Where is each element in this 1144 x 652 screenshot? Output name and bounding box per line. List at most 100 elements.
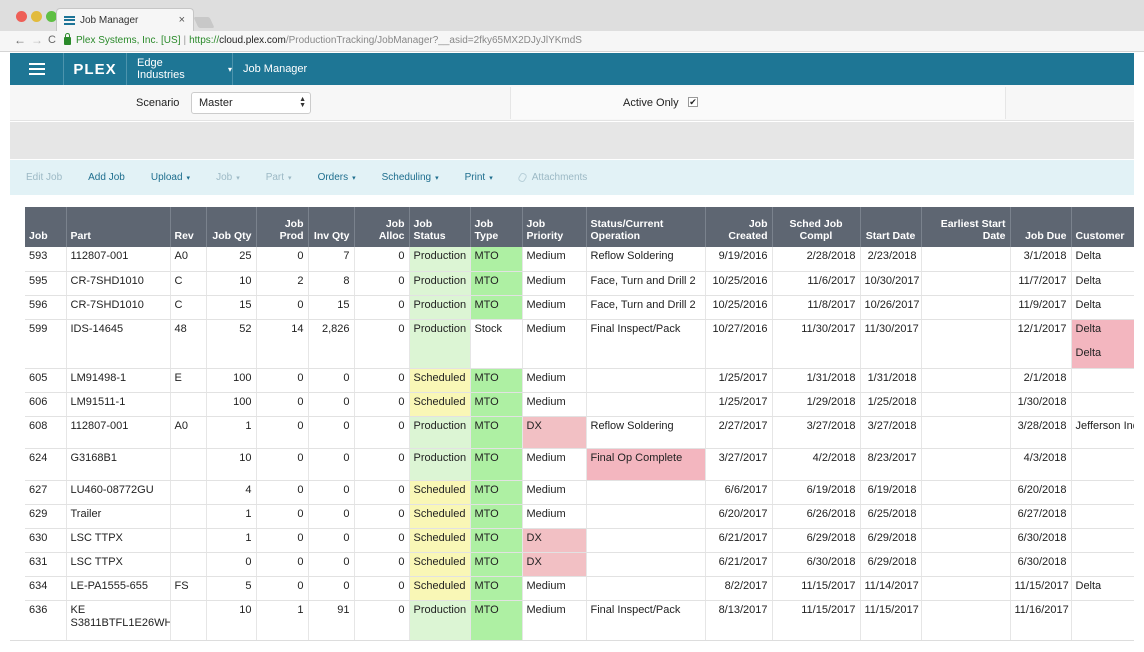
col-header-job-due[interactable]: Job Due (1010, 207, 1072, 247)
cell-priority[interactable]: DX (522, 552, 587, 577)
cell-prod[interactable]: 0 (256, 295, 309, 320)
cell-qty[interactable]: 10 (206, 448, 257, 481)
cell-inv[interactable]: 0 (308, 416, 355, 449)
cell-job[interactable]: 599 (25, 319, 67, 369)
cell-created[interactable]: 6/21/2017 (705, 528, 773, 553)
cell-start[interactable]: 10/30/2017 (860, 271, 922, 296)
cell-status[interactable]: Production (409, 416, 471, 449)
cell-rev[interactable]: C (170, 295, 207, 320)
cell-op[interactable]: Face, Turn and Drill 2 (586, 271, 706, 296)
company-selector[interactable]: Edge Industries ▾ (127, 53, 233, 85)
cell-priority[interactable]: Medium (522, 295, 587, 320)
cell-due[interactable]: 3/28/2018 (1010, 416, 1072, 449)
cell-status[interactable]: Scheduled (409, 368, 471, 393)
cell-inv[interactable]: 0 (308, 528, 355, 553)
col-header-job-prod[interactable]: Job Prod (256, 207, 309, 247)
cell-created[interactable]: 1/25/2017 (705, 392, 773, 417)
col-header-status-operation[interactable]: Status/Current Operation (586, 207, 706, 247)
cell-start[interactable]: 1/31/2018 (860, 368, 922, 393)
cell-inv[interactable]: 0 (308, 552, 355, 577)
cell-inv[interactable]: 2,826 (308, 319, 355, 369)
cell-qty[interactable]: 1 (206, 504, 257, 529)
cell-due[interactable]: 12/1/2017 (1010, 319, 1072, 369)
cell-job[interactable]: 593 (25, 247, 67, 272)
cell-inv[interactable]: 15 (308, 295, 355, 320)
cell-job[interactable]: 595 (25, 271, 67, 296)
cell-customer[interactable] (1071, 368, 1134, 393)
cell-part[interactable]: G3168B1 (66, 448, 171, 481)
col-header-sched-compl[interactable]: Sched Job Compl (772, 207, 861, 247)
cell-alloc[interactable]: 0 (354, 552, 410, 577)
minimize-window-button[interactable] (31, 11, 42, 22)
cell-compl[interactable]: 6/19/2018 (772, 480, 861, 505)
col-header-job[interactable]: Job (25, 207, 67, 247)
cell-earliest[interactable] (921, 504, 1011, 529)
forward-arrow-icon[interactable]: → (31, 33, 43, 47)
cell-due[interactable]: 11/15/2017 (1010, 576, 1072, 601)
cell-due[interactable]: 1/30/2018 (1010, 392, 1072, 417)
cell-start[interactable]: 6/25/2018 (860, 504, 922, 529)
cell-priority[interactable]: Medium (522, 368, 587, 393)
cell-qty[interactable]: 15 (206, 295, 257, 320)
cell-priority[interactable]: Medium (522, 480, 587, 505)
cell-part[interactable]: CR-7SHD1010 (66, 271, 171, 296)
cell-compl[interactable]: 11/15/2017 (772, 576, 861, 601)
cell-customer[interactable]: Delta Delta (1071, 319, 1134, 369)
cell-part[interactable]: IDS-14645 (66, 319, 171, 369)
cell-compl[interactable]: 11/15/2017 (772, 600, 861, 640)
cell-job[interactable]: 631 (25, 552, 67, 577)
cell-prod[interactable]: 1 (256, 600, 309, 640)
cell-status[interactable]: Production (409, 319, 471, 369)
table-row[interactable]: 636 KE S3811BTFL1E26WH 10 1 91 0 Production MTO… (25, 600, 1134, 640)
cell-customer[interactable] (1071, 528, 1134, 553)
cell-created[interactable]: 10/25/2016 (705, 271, 773, 296)
cell-type[interactable]: MTO (470, 448, 523, 481)
cell-created[interactable]: 9/19/2016 (705, 247, 773, 272)
cell-qty[interactable]: 0 (206, 552, 257, 577)
cell-customer[interactable] (1071, 448, 1134, 481)
cell-status[interactable]: Scheduled (409, 480, 471, 505)
cell-earliest[interactable] (921, 528, 1011, 553)
cell-rev[interactable]: 48 (170, 319, 207, 369)
table-row[interactable]: 627 LU460-08772GU 4 0 0 0 Scheduled MTO Medium 6/… (25, 480, 1134, 505)
orders-menu[interactable]: Orders ▾ (318, 172, 356, 183)
cell-due[interactable]: 2/1/2018 (1010, 368, 1072, 393)
cell-prod[interactable]: 2 (256, 271, 309, 296)
cell-status[interactable]: Scheduled (409, 552, 471, 577)
cell-job[interactable]: 630 (25, 528, 67, 553)
cell-alloc[interactable]: 0 (354, 392, 410, 417)
cell-due[interactable]: 11/16/2017 (1010, 600, 1072, 640)
cell-qty[interactable]: 5 (206, 576, 257, 601)
cell-alloc[interactable]: 0 (354, 480, 410, 505)
cell-alloc[interactable]: 0 (354, 368, 410, 393)
cell-priority[interactable]: Medium (522, 392, 587, 417)
cell-rev[interactable]: C (170, 271, 207, 296)
cell-rev[interactable]: A0 (170, 416, 207, 449)
cell-part[interactable]: CR-7SHD1010 (66, 295, 171, 320)
col-header-part[interactable]: Part (66, 207, 171, 247)
scheduling-menu[interactable]: Scheduling ▾ (382, 172, 439, 183)
cell-inv[interactable]: 0 (308, 368, 355, 393)
part-menu[interactable]: Part ▾ (266, 172, 292, 183)
cell-earliest[interactable] (921, 247, 1011, 272)
cell-alloc[interactable]: 0 (354, 504, 410, 529)
table-row[interactable]: 634 LE-PA1555-655 FS 5 0 0 0 Scheduled MTO Medium… (25, 576, 1134, 601)
cell-inv[interactable]: 0 (308, 504, 355, 529)
cell-qty[interactable]: 10 (206, 271, 257, 296)
cell-customer[interactable]: Delta (1071, 271, 1134, 296)
cell-job[interactable]: 636 (25, 600, 67, 640)
cell-part[interactable]: LM91498-1 (66, 368, 171, 393)
cell-status[interactable]: Production (409, 295, 471, 320)
cell-start[interactable]: 11/15/2017 (860, 600, 922, 640)
cell-status[interactable]: Production (409, 600, 471, 640)
cell-earliest[interactable] (921, 552, 1011, 577)
cell-priority[interactable]: DX (522, 528, 587, 553)
cell-created[interactable]: 1/25/2017 (705, 368, 773, 393)
tab-close-icon[interactable]: × (178, 14, 185, 26)
cell-compl[interactable]: 6/26/2018 (772, 504, 861, 529)
cell-customer[interactable] (1071, 480, 1134, 505)
cell-op[interactable] (586, 504, 706, 529)
cell-due[interactable]: 11/9/2017 (1010, 295, 1072, 320)
cell-earliest[interactable] (921, 448, 1011, 481)
table-row[interactable]: 599 IDS-14645 48 52 14 2,826 0 Production Stock M… (25, 319, 1134, 369)
